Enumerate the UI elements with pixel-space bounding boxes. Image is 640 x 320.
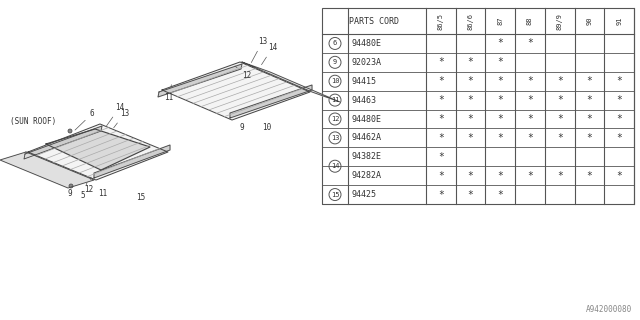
- Text: 12: 12: [235, 66, 252, 80]
- Text: *: *: [497, 189, 503, 200]
- Text: 14: 14: [331, 163, 339, 169]
- Text: 86/5: 86/5: [438, 12, 444, 29]
- Text: *: *: [438, 114, 444, 124]
- Text: 9: 9: [68, 189, 72, 198]
- Text: *: *: [468, 95, 474, 105]
- Text: (SUN ROOF): (SUN ROOF): [10, 117, 56, 126]
- Text: 86/6: 86/6: [468, 12, 474, 29]
- Polygon shape: [162, 62, 310, 120]
- Text: *: *: [557, 171, 563, 181]
- Text: 90: 90: [586, 17, 593, 25]
- Text: 10: 10: [262, 123, 271, 132]
- Text: *: *: [557, 76, 563, 86]
- Polygon shape: [28, 124, 168, 180]
- Text: 11: 11: [164, 85, 173, 102]
- Text: *: *: [497, 133, 503, 143]
- Text: *: *: [497, 38, 503, 48]
- Text: 12: 12: [84, 177, 93, 194]
- Text: *: *: [468, 171, 474, 181]
- Text: *: *: [497, 76, 503, 86]
- Text: 92023A: 92023A: [351, 58, 381, 67]
- Bar: [322, 8, 634, 204]
- Text: *: *: [438, 57, 444, 67]
- Text: 94463: 94463: [351, 96, 376, 105]
- Text: *: *: [586, 114, 593, 124]
- Polygon shape: [158, 64, 242, 97]
- Text: 13: 13: [114, 109, 129, 128]
- Text: *: *: [438, 171, 444, 181]
- Text: *: *: [497, 57, 503, 67]
- Text: *: *: [438, 95, 444, 105]
- Text: *: *: [438, 76, 444, 86]
- Text: 14: 14: [107, 103, 124, 126]
- Text: 89/9: 89/9: [557, 12, 563, 29]
- Polygon shape: [0, 152, 94, 188]
- Text: 5: 5: [80, 183, 87, 200]
- Polygon shape: [230, 85, 312, 118]
- Text: *: *: [557, 133, 563, 143]
- Text: *: *: [586, 171, 593, 181]
- Text: 11: 11: [331, 97, 339, 103]
- Text: *: *: [468, 57, 474, 67]
- Text: A942000080: A942000080: [586, 305, 632, 314]
- Text: 94480E: 94480E: [351, 115, 381, 124]
- Text: *: *: [616, 171, 622, 181]
- Text: 87: 87: [497, 17, 503, 25]
- Text: *: *: [616, 95, 622, 105]
- Text: 11: 11: [98, 189, 108, 198]
- Text: *: *: [468, 189, 474, 200]
- Text: *: *: [438, 152, 444, 162]
- Text: 88: 88: [527, 17, 533, 25]
- Text: 10: 10: [331, 78, 339, 84]
- Circle shape: [69, 184, 73, 188]
- Text: *: *: [527, 171, 533, 181]
- Text: *: *: [527, 114, 533, 124]
- Text: 94462A: 94462A: [351, 133, 381, 142]
- Text: 94415: 94415: [351, 77, 376, 86]
- Text: *: *: [527, 76, 533, 86]
- Text: *: *: [438, 189, 444, 200]
- Text: 94282A: 94282A: [351, 171, 381, 180]
- Text: *: *: [497, 114, 503, 124]
- Text: PARTS CORD: PARTS CORD: [349, 17, 399, 26]
- Polygon shape: [24, 126, 102, 159]
- Text: *: *: [527, 38, 533, 48]
- Text: 94425: 94425: [351, 190, 376, 199]
- Text: *: *: [557, 95, 563, 105]
- Text: *: *: [527, 95, 533, 105]
- Text: 6: 6: [333, 40, 337, 46]
- Text: *: *: [468, 133, 474, 143]
- Polygon shape: [46, 129, 150, 170]
- Text: *: *: [527, 133, 533, 143]
- Text: 9: 9: [240, 123, 244, 132]
- Text: 94480E: 94480E: [351, 39, 381, 48]
- Text: 91: 91: [616, 17, 622, 25]
- Text: 13: 13: [331, 135, 339, 141]
- Text: 15: 15: [136, 193, 145, 202]
- Text: *: *: [586, 133, 593, 143]
- Text: *: *: [468, 114, 474, 124]
- Text: 9: 9: [333, 59, 337, 65]
- Text: 14: 14: [262, 43, 277, 65]
- Text: *: *: [497, 171, 503, 181]
- Text: 12: 12: [331, 116, 339, 122]
- Text: 13: 13: [252, 37, 268, 62]
- Circle shape: [68, 129, 72, 133]
- Text: *: *: [616, 76, 622, 86]
- Text: *: *: [468, 76, 474, 86]
- Text: *: *: [586, 95, 593, 105]
- Text: *: *: [616, 114, 622, 124]
- Polygon shape: [94, 145, 170, 178]
- Text: 94382E: 94382E: [351, 152, 381, 161]
- Polygon shape: [242, 62, 340, 102]
- Text: *: *: [557, 114, 563, 124]
- Text: 15: 15: [331, 192, 339, 197]
- Text: *: *: [586, 76, 593, 86]
- Text: *: *: [616, 133, 622, 143]
- Text: *: *: [438, 133, 444, 143]
- Text: *: *: [497, 95, 503, 105]
- Text: 6: 6: [75, 109, 95, 130]
